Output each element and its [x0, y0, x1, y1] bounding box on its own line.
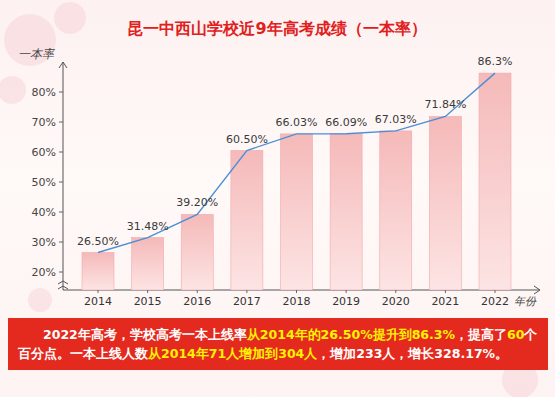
y-axis	[63, 62, 64, 290]
annotation-box: 2022年高考，学校高考一本上线率从2014年的26.50%提升到86.3%，提…	[8, 318, 548, 370]
bar	[429, 116, 461, 290]
x-tick	[296, 290, 297, 293]
data-label: 60.50%	[226, 133, 268, 146]
decoration	[54, 2, 86, 34]
bar	[231, 151, 263, 291]
x-tick	[147, 290, 148, 293]
bar	[281, 134, 313, 290]
data-label: 86.3%	[478, 55, 513, 68]
annotation-text: ，增加233人，增长328.17%。	[317, 346, 508, 361]
x-axis-arrow	[534, 286, 540, 294]
data-label: 67.03%	[375, 113, 417, 126]
y-tick	[59, 272, 63, 273]
x-tick	[246, 290, 247, 293]
trend-line	[98, 73, 495, 252]
data-label: 71.84%	[424, 98, 466, 111]
annotation-text: 从2014年的26.50%提升到86.3%	[247, 327, 455, 342]
x-tick	[495, 290, 496, 293]
x-tick-label: 2022	[481, 295, 509, 308]
data-label: 26.50%	[77, 235, 119, 248]
plot-area	[82, 73, 511, 290]
x-tick-label: 2021	[431, 295, 459, 308]
y-tick	[59, 182, 63, 183]
y-tick-label: 60%	[32, 146, 56, 159]
y-tick-label: 70%	[32, 116, 56, 129]
annotation-text: 2022年高考，学校高考一本上线率	[43, 327, 247, 342]
decoration	[4, 14, 56, 66]
x-tick-label: 2016	[183, 295, 211, 308]
y-axis-label: 一本率	[18, 47, 56, 61]
y-tick	[59, 152, 63, 153]
title: 昆一中西山学校近9年高考成绩（一本率）	[127, 19, 426, 38]
y-tick	[59, 242, 63, 243]
y-tick-label: 30%	[32, 236, 56, 249]
annotation-text: 60	[507, 327, 524, 342]
x-axis-label: 年份	[514, 295, 537, 308]
x-tick	[346, 290, 347, 293]
x-tick-label: 2019	[332, 295, 360, 308]
y-tick-label: 20%	[32, 266, 56, 279]
bar	[330, 134, 362, 290]
y-tick	[59, 122, 63, 123]
decoration	[28, 288, 52, 312]
bar	[380, 131, 412, 290]
x-tick	[395, 290, 396, 293]
x-tick	[445, 290, 446, 293]
y-tick-label: 50%	[32, 176, 56, 189]
data-label: 31.48%	[127, 220, 169, 233]
x-tick-label: 2015	[134, 295, 162, 308]
y-tick-label: 40%	[32, 206, 56, 219]
decoration	[0, 76, 26, 104]
x-tick-label: 2018	[283, 295, 311, 308]
x-tick	[98, 290, 99, 293]
annotation-text: ，提高了	[455, 327, 507, 342]
bar	[181, 214, 213, 290]
data-label: 66.09%	[325, 116, 367, 129]
x-tick	[197, 290, 198, 293]
bar	[132, 238, 164, 290]
data-label: 39.20%	[176, 196, 218, 209]
annotation-text: 从2014年71人增加到304人	[148, 346, 317, 361]
x-tick-label: 2020	[382, 295, 410, 308]
axis-break	[58, 281, 68, 289]
x-tick-label: 2017	[233, 295, 261, 308]
bar	[479, 73, 511, 290]
y-tick	[59, 92, 63, 93]
x-tick-label: 2014	[84, 295, 112, 308]
data-label: 66.03%	[276, 116, 318, 129]
y-axis-arrow	[59, 62, 67, 68]
y-tick-label: 80%	[32, 86, 56, 99]
y-tick	[59, 212, 63, 213]
bar	[82, 253, 114, 291]
